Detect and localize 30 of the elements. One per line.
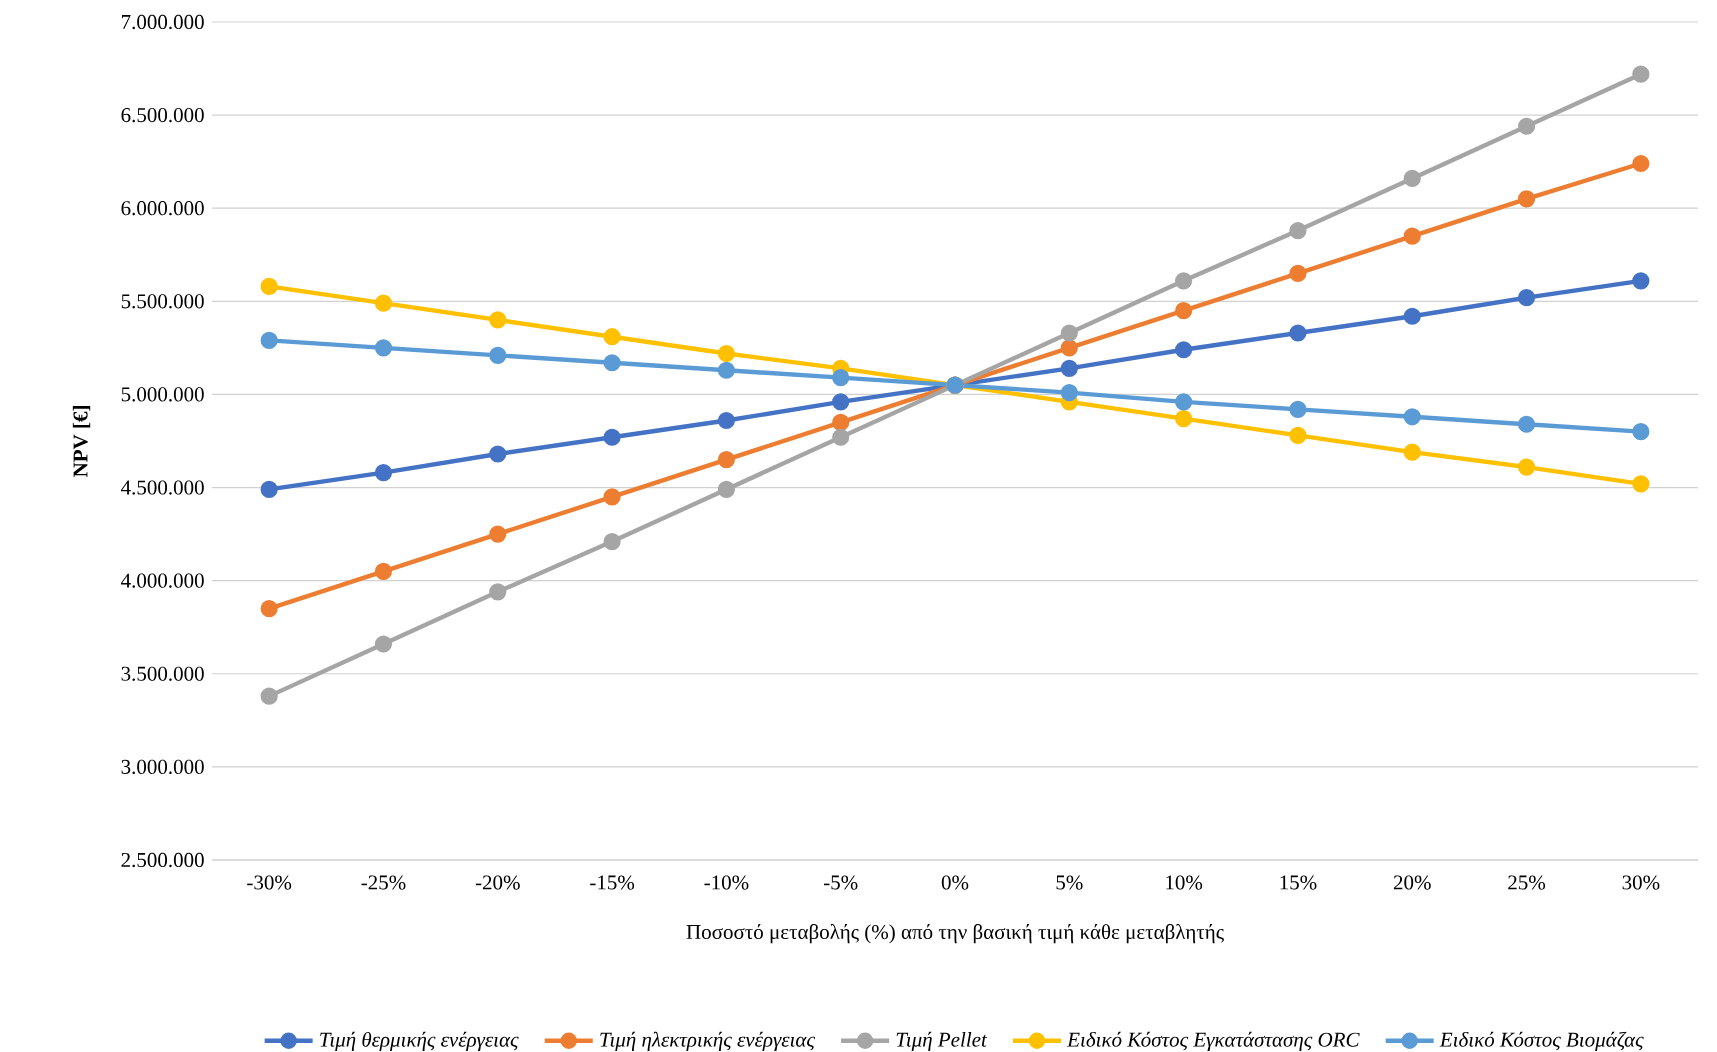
legend-label: Τιμή ηλεκτρικής ενέργειας <box>600 1031 815 1052</box>
x-tick-label: -25% <box>361 875 406 890</box>
legend-label: Τιμή θερμικής ενέργειας <box>320 1031 519 1052</box>
x-tick-label: -5% <box>823 875 858 890</box>
x-tick-label: 30% <box>1622 875 1660 890</box>
x-tick-label: -15% <box>590 875 635 890</box>
x-tick-label: 10% <box>1166 875 1203 890</box>
x-tick-label: -30% <box>247 875 292 890</box>
x-tick-label: -20% <box>475 875 520 890</box>
x-axis-title: Ποσοστό μεταβολής (%) από την βασική τιμή κάθε μεταβλητής <box>686 924 1224 944</box>
y-tick-label: 6.000.000 <box>121 201 204 216</box>
x-tick-label: 20% <box>1393 875 1431 890</box>
y-tick-label: 4.500.000 <box>121 480 204 495</box>
x-tick-label: -10% <box>704 875 749 890</box>
y-tick-label: 5.000.000 <box>121 387 204 402</box>
x-tick-label: 5% <box>1056 875 1083 890</box>
y-tick-label: 4.000.000 <box>121 573 204 588</box>
y-axis-title: NPV [€] <box>72 406 91 478</box>
y-tick-label: 2.500.000 <box>121 852 204 868</box>
y-tick-label: 7.000.000 <box>121 14 204 30</box>
y-tick-label: 6.500.000 <box>121 107 204 123</box>
legend-label: Τιμή Pellet <box>896 1031 988 1052</box>
x-tick-label: 0% <box>941 875 969 890</box>
y-tick-label: 5.500.000 <box>121 294 204 309</box>
x-tick-label: 15% <box>1280 875 1317 890</box>
y-tick-label: 3.500.000 <box>121 666 204 681</box>
x-tick-label: 25% <box>1508 875 1546 890</box>
legend-label: Ειδικό Κόστος Εγκατάστασης ORC <box>1066 1031 1360 1052</box>
y-tick-label: 3.000.000 <box>121 759 204 775</box>
legend-label: Ειδικό Κόστος Βιομάζας <box>1439 1031 1644 1052</box>
